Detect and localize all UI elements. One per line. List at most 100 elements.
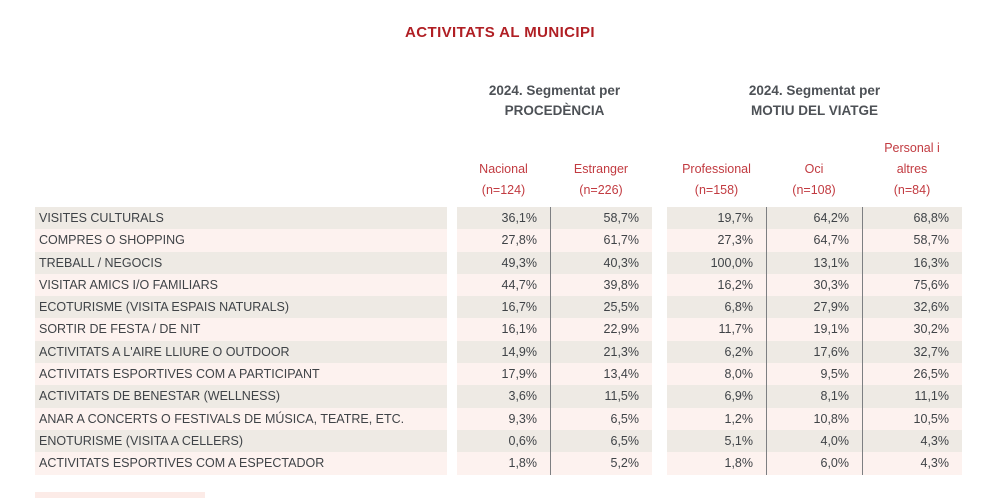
table-row: ANAR A CONCERTS O FESTIVALS DE MÚSICA, T… <box>0 407 1000 430</box>
column-group-gap <box>652 385 667 408</box>
value-cell-oci: 27,9% <box>766 296 862 319</box>
row-label: ACTIVITATS DE BENESTAR (WELLNESS) <box>35 385 447 408</box>
group-header-motiu-del-viatge: 2024. Segmentat per MOTIU DEL VIATGE <box>667 81 962 121</box>
column-gap <box>447 273 457 297</box>
value-cell-estranger: 22,9% <box>550 318 652 341</box>
column-header-personal-i-altres: Personal i altres (n=84) <box>862 138 962 201</box>
column-label: altres <box>896 162 928 176</box>
value-cell-nacional: 44,7% <box>457 273 550 297</box>
column-gap <box>447 296 457 319</box>
value-cell-nacional: 49,3% <box>457 251 550 274</box>
value-cell-oci: 17,6% <box>766 340 862 364</box>
column-header-estranger: Estranger (n=226) <box>550 159 652 201</box>
value-cell-oci: 9,5% <box>766 363 862 386</box>
table-row: ENOTURISME (VISITA A CELLERS) 0,6% 6,5% … <box>0 429 1000 453</box>
row-label: ACTIVITATS ESPORTIVES COM A ESPECTADOR <box>35 452 447 475</box>
value-cell-nacional: 27,8% <box>457 229 550 252</box>
column-gap <box>447 340 457 364</box>
value-cell-professional: 27,3% <box>667 229 766 252</box>
column-group-gap <box>652 429 667 453</box>
column-label: Nacional <box>479 162 528 176</box>
value-cell-estranger: 6,5% <box>550 407 652 430</box>
value-cell-personal-i-altres: 10,5% <box>862 407 962 430</box>
column-group-gap <box>652 207 667 230</box>
value-cell-personal-i-altres: 11,1% <box>862 385 962 408</box>
column-sample-size: (n=84) <box>893 183 931 197</box>
group-header-line2: PROCEDÈNCIA <box>504 103 605 118</box>
table-body: VISITES CULTURALS 36,1% 58,7% 19,7% 64,2… <box>0 207 1000 475</box>
value-cell-professional: 16,2% <box>667 273 766 297</box>
column-gap <box>447 452 457 475</box>
value-cell-professional: 6,9% <box>667 385 766 408</box>
value-cell-nacional: 1,8% <box>457 452 550 475</box>
value-cell-oci: 4,0% <box>766 429 862 453</box>
column-gap <box>447 251 457 274</box>
value-cell-oci: 13,1% <box>766 251 862 274</box>
column-group-gap <box>652 251 667 274</box>
column-header-nacional: Nacional (n=124) <box>457 159 550 201</box>
column-gap <box>447 385 457 408</box>
column-group-gap <box>652 407 667 430</box>
value-cell-estranger: 58,7% <box>550 207 652 230</box>
value-cell-nacional: 36,1% <box>457 207 550 230</box>
value-cell-oci: 64,2% <box>766 207 862 230</box>
value-cell-estranger: 40,3% <box>550 251 652 274</box>
value-cell-estranger: 61,7% <box>550 229 652 252</box>
column-gap <box>447 229 457 252</box>
value-cell-personal-i-altres: 68,8% <box>862 207 962 230</box>
column-group-gap <box>652 363 667 386</box>
group-header-procedencia: 2024. Segmentat per PROCEDÈNCIA <box>457 81 652 121</box>
group-header-line1: 2024. Segmentat per <box>748 83 881 98</box>
value-cell-professional: 6,2% <box>667 340 766 364</box>
value-cell-personal-i-altres: 32,6% <box>862 296 962 319</box>
column-sample-size: (n=158) <box>694 183 739 197</box>
column-header-professional: Professional (n=158) <box>667 159 766 201</box>
column-sample-size: (n=226) <box>579 183 623 197</box>
table-row: TREBALL / NEGOCIS 49,3% 40,3% 100,0% 13,… <box>0 251 1000 274</box>
value-cell-estranger: 11,5% <box>550 385 652 408</box>
value-cell-estranger: 6,5% <box>550 429 652 453</box>
value-cell-professional: 1,8% <box>667 452 766 475</box>
row-label: VISITAR AMICS I/O FAMILIARS <box>35 273 447 297</box>
value-cell-nacional: 16,7% <box>457 296 550 319</box>
group-header-line2: MOTIU DEL VIATGE <box>750 103 878 118</box>
value-cell-estranger: 25,5% <box>550 296 652 319</box>
column-gap <box>447 363 457 386</box>
table-row: ACTIVITATS ESPORTIVES COM A ESPECTADOR 1… <box>0 452 1000 475</box>
column-group-gap <box>652 452 667 475</box>
value-cell-nacional: 9,3% <box>457 407 550 430</box>
value-cell-nacional: 3,6% <box>457 385 550 408</box>
value-cell-personal-i-altres: 32,7% <box>862 340 962 364</box>
column-group-gap <box>652 340 667 364</box>
row-label: ENOTURISME (VISITA A CELLERS) <box>35 429 447 453</box>
column-gap <box>447 407 457 430</box>
value-cell-personal-i-altres: 30,2% <box>862 318 962 341</box>
table-row: SORTIR DE FESTA / DE NIT 16,1% 22,9% 11,… <box>0 318 1000 341</box>
value-cell-nacional: 14,9% <box>457 340 550 364</box>
value-cell-nacional: 17,9% <box>457 363 550 386</box>
row-label: TREBALL / NEGOCIS <box>35 251 447 274</box>
table-row: VISITES CULTURALS 36,1% 58,7% 19,7% 64,2… <box>0 207 1000 230</box>
value-cell-personal-i-altres: 58,7% <box>862 229 962 252</box>
table-row: ECOTURISME (VISITA ESPAIS NATURALS) 16,7… <box>0 296 1000 319</box>
column-header-oci: Oci (n=108) <box>766 159 862 201</box>
column-group-gap <box>652 229 667 252</box>
value-cell-estranger: 39,8% <box>550 273 652 297</box>
value-cell-oci: 64,7% <box>766 229 862 252</box>
column-label: Professional <box>682 162 751 176</box>
row-label: SORTIR DE FESTA / DE NIT <box>35 318 447 341</box>
value-cell-oci: 10,8% <box>766 407 862 430</box>
table-row: ACTIVITATS DE BENESTAR (WELLNESS) 3,6% 1… <box>0 385 1000 408</box>
value-cell-oci: 8,1% <box>766 385 862 408</box>
column-gap <box>447 207 457 230</box>
table-row: VISITAR AMICS I/O FAMILIARS 44,7% 39,8% … <box>0 273 1000 297</box>
column-gap <box>447 318 457 341</box>
value-cell-professional: 11,7% <box>667 318 766 341</box>
page-title: ACTIVITATS AL MUNICIPI <box>405 24 595 41</box>
value-cell-oci: 19,1% <box>766 318 862 341</box>
column-label: Personal i <box>884 141 940 155</box>
value-cell-professional: 5,1% <box>667 429 766 453</box>
table-row: ACTIVITATS ESPORTIVES COM A PARTICIPANT … <box>0 363 1000 386</box>
row-label: ACTIVITATS ESPORTIVES COM A PARTICIPANT <box>35 363 447 386</box>
